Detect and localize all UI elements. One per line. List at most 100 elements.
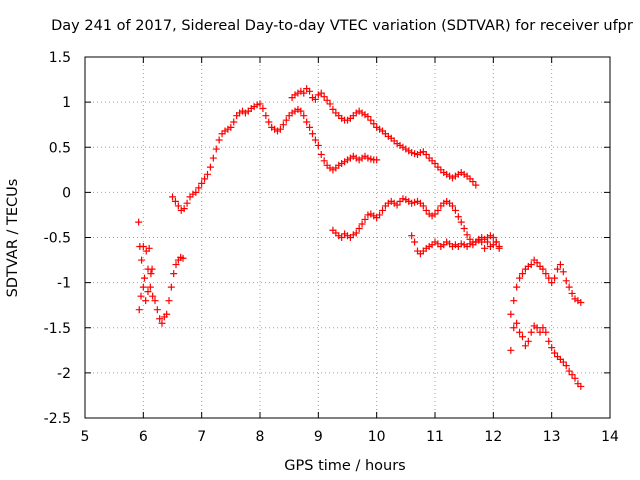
data-point bbox=[323, 96, 331, 104]
data-point bbox=[352, 229, 360, 237]
data-point bbox=[556, 261, 564, 269]
y-tick-label: 1.5 bbox=[49, 50, 71, 66]
y-tick-label: -0.5 bbox=[44, 231, 71, 247]
x-tick-label: 6 bbox=[139, 429, 148, 445]
data-point bbox=[167, 283, 175, 291]
data-point bbox=[135, 306, 143, 314]
data-point bbox=[355, 224, 363, 232]
data-point bbox=[472, 181, 480, 189]
data-point bbox=[265, 118, 273, 126]
data-point bbox=[460, 224, 468, 232]
series-arc-late-b bbox=[507, 319, 585, 390]
data-point bbox=[198, 179, 206, 187]
x-tick-label: 9 bbox=[314, 429, 323, 445]
data-point bbox=[478, 238, 486, 246]
data-point bbox=[533, 324, 541, 332]
data-point bbox=[311, 95, 319, 103]
data-point bbox=[276, 125, 284, 133]
data-point bbox=[571, 374, 579, 382]
data-point bbox=[463, 231, 471, 239]
data-point bbox=[533, 259, 541, 267]
data-point bbox=[183, 199, 191, 207]
series-arc-late-a bbox=[507, 256, 585, 318]
data-point bbox=[367, 116, 375, 124]
data-point bbox=[138, 256, 146, 264]
data-point bbox=[361, 215, 369, 223]
data-point bbox=[179, 254, 187, 262]
data-point bbox=[282, 116, 290, 124]
y-tick-label: -1 bbox=[57, 276, 71, 292]
data-point bbox=[169, 193, 176, 201]
series-arc-upper bbox=[288, 85, 480, 189]
data-point bbox=[527, 328, 535, 336]
data-point bbox=[209, 154, 217, 162]
data-point bbox=[422, 206, 430, 214]
y-tick-label: 1 bbox=[62, 95, 71, 111]
data-point bbox=[393, 201, 401, 209]
data-point bbox=[379, 206, 386, 214]
data-point bbox=[568, 289, 576, 297]
data-point bbox=[149, 292, 157, 300]
data-point bbox=[326, 100, 334, 108]
data-point bbox=[513, 283, 521, 291]
data-point bbox=[559, 358, 567, 366]
data-point bbox=[329, 105, 337, 113]
data-point bbox=[192, 188, 200, 196]
data-point bbox=[516, 328, 524, 336]
x-tick-label: 11 bbox=[426, 429, 444, 445]
data-point bbox=[431, 210, 439, 218]
data-point bbox=[195, 184, 203, 192]
grid-lines bbox=[85, 57, 610, 418]
data-point bbox=[551, 274, 559, 282]
data-point bbox=[454, 213, 462, 221]
data-point bbox=[230, 118, 238, 126]
data-point bbox=[539, 324, 547, 332]
data-point bbox=[306, 87, 314, 95]
x-tick-label: 12 bbox=[484, 429, 502, 445]
data-point bbox=[320, 93, 328, 101]
data-point bbox=[449, 202, 456, 210]
data-point bbox=[212, 145, 220, 153]
data-point bbox=[376, 211, 384, 219]
data-point bbox=[451, 206, 459, 214]
data-point bbox=[539, 265, 547, 273]
data-points bbox=[135, 85, 585, 390]
data-point bbox=[204, 170, 211, 178]
x-tick-label: 14 bbox=[601, 429, 619, 445]
data-point bbox=[548, 344, 556, 352]
data-point bbox=[364, 113, 372, 121]
data-point bbox=[554, 265, 561, 273]
data-point bbox=[510, 324, 518, 332]
data-point bbox=[144, 288, 152, 296]
data-point bbox=[513, 319, 521, 327]
axis-ticks: 5 6 7 8 9 10 11 12 13 14 -2.5 -2 -1.5 -1 -0.5 0 0.5 1 1.5 bbox=[44, 50, 619, 445]
data-point bbox=[577, 382, 585, 390]
data-point bbox=[139, 283, 147, 291]
data-point bbox=[172, 261, 180, 269]
x-tick-label: 8 bbox=[256, 429, 265, 445]
data-point bbox=[174, 202, 182, 210]
data-point bbox=[170, 270, 178, 278]
data-point bbox=[171, 197, 179, 205]
y-tick-label: 0 bbox=[62, 185, 71, 201]
data-point bbox=[419, 202, 427, 210]
data-point bbox=[256, 100, 264, 108]
data-point bbox=[562, 362, 570, 370]
x-tick-label: 13 bbox=[543, 429, 561, 445]
data-point bbox=[146, 283, 154, 291]
data-point bbox=[422, 150, 430, 158]
data-point bbox=[314, 141, 322, 149]
data-point bbox=[137, 292, 145, 300]
data-point bbox=[303, 118, 311, 126]
y-tick-label: -2.5 bbox=[44, 411, 71, 427]
series-arc-mid-low bbox=[408, 232, 503, 258]
data-point bbox=[559, 268, 567, 276]
data-point bbox=[148, 265, 156, 273]
data-point bbox=[510, 297, 518, 305]
data-point bbox=[568, 371, 576, 379]
data-point bbox=[156, 315, 164, 323]
data-point bbox=[489, 234, 497, 241]
data-point bbox=[562, 277, 570, 285]
chart-title: Day 241 of 2017, Sidereal Day-to-day VTE… bbox=[51, 18, 633, 34]
